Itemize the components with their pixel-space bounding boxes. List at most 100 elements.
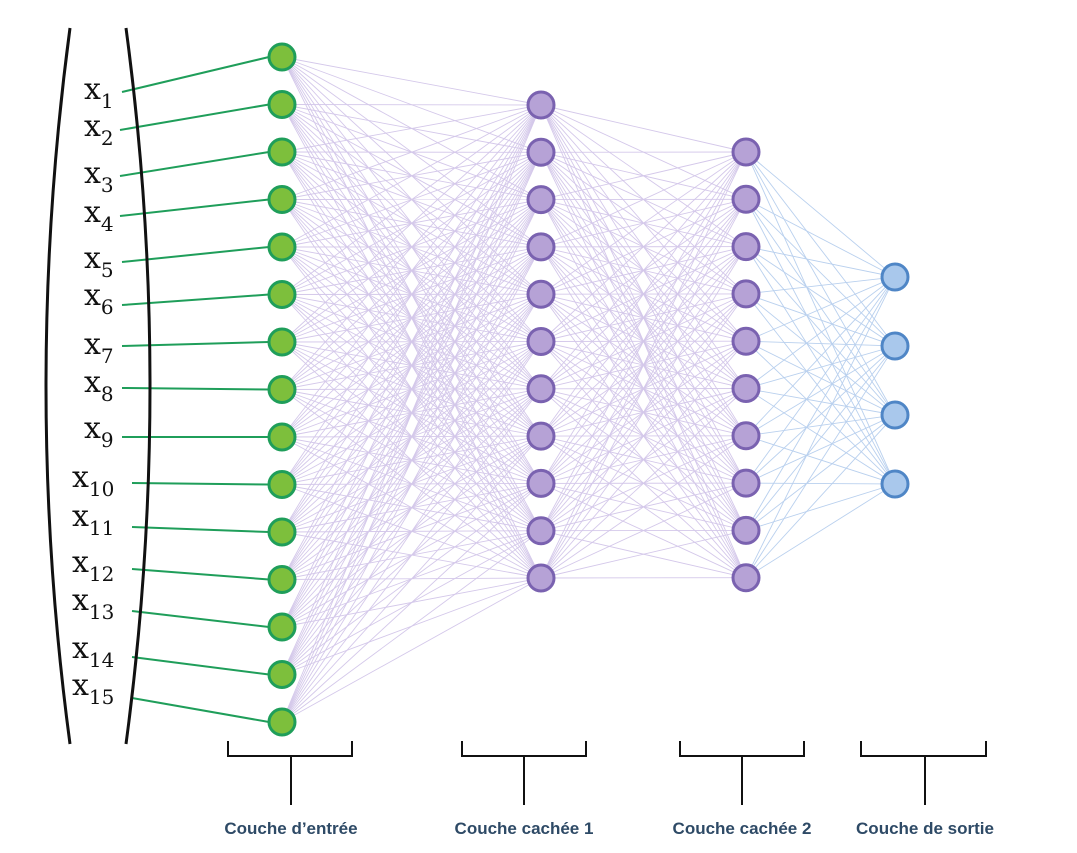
- connection-line: [745, 199, 896, 485]
- connection-line: [745, 276, 896, 437]
- connection-line: [281, 104, 542, 438]
- neuron: [880, 469, 910, 499]
- variable-base: x: [72, 545, 89, 580]
- connection-line: [281, 104, 542, 200]
- connection-line: [281, 483, 542, 723]
- connection-line: [540, 151, 747, 484]
- connection-line: [745, 435, 896, 485]
- connection-line: [281, 104, 542, 390]
- connection-line: [745, 293, 896, 416]
- connection-line: [745, 388, 896, 485]
- input-variable-label: x11: [72, 499, 114, 540]
- input-variable-label: x3: [84, 156, 114, 197]
- input-connectors: [119, 56, 270, 723]
- connection-line: [281, 577, 542, 723]
- neuron: [526, 232, 556, 262]
- connection-line: [745, 276, 896, 578]
- input-variable-label: x6: [84, 278, 114, 319]
- variable-subscript: 8: [101, 382, 114, 406]
- connection-line: [281, 104, 542, 248]
- connection-line: [745, 199, 896, 416]
- neuron: [880, 400, 910, 430]
- input-connector: [131, 568, 270, 581]
- connection-line: [281, 199, 542, 723]
- connection-line: [745, 293, 896, 347]
- neuron: [267, 470, 297, 499]
- variable-base: x: [72, 631, 89, 666]
- connection-line: [281, 104, 542, 295]
- connection-line: [281, 246, 542, 723]
- neuron: [731, 421, 761, 451]
- neuron: [731, 374, 761, 403]
- connection-line: [540, 199, 747, 579]
- neuron: [731, 279, 761, 309]
- connection-line: [745, 340, 896, 347]
- variable-base: x: [84, 278, 101, 313]
- connection-line: [745, 345, 896, 389]
- neuron: [526, 185, 556, 215]
- neuron: [267, 565, 297, 594]
- connection-line: [281, 104, 542, 343]
- connection-line: [745, 276, 896, 295]
- input-connector: [131, 610, 270, 628]
- input-connector: [131, 697, 270, 723]
- neurons: [267, 42, 910, 737]
- input-connector: [121, 56, 270, 93]
- input-connector: [121, 387, 270, 391]
- connection-line: [540, 151, 747, 201]
- connection-line: [540, 388, 747, 579]
- connection-line: [281, 104, 542, 153]
- variable-base: x: [72, 668, 89, 703]
- variable-subscript: 6: [101, 295, 114, 319]
- connection-line: [540, 151, 747, 248]
- neuron: [267, 517, 297, 547]
- neuron: [267, 375, 297, 404]
- variable-base: x: [72, 583, 89, 618]
- neuron: [267, 232, 297, 262]
- variable-subscript: 4: [101, 212, 114, 236]
- neuron: [267, 280, 297, 309]
- variable-base: x: [84, 156, 101, 191]
- neuron: [267, 612, 297, 642]
- connection-line: [745, 246, 896, 416]
- input-connector: [119, 103, 270, 131]
- connection-line: [281, 104, 542, 675]
- connection-line: [745, 340, 896, 485]
- neuron: [731, 468, 761, 498]
- connection-line: [540, 340, 747, 579]
- neuron: [731, 515, 761, 545]
- input-variable-label: x10: [72, 460, 114, 501]
- neuron: [267, 327, 297, 357]
- connection-line: [745, 151, 896, 347]
- neuron: [267, 185, 297, 214]
- neuron: [731, 563, 761, 593]
- neuron: [526, 374, 556, 404]
- variable-base: x: [72, 460, 89, 495]
- connection-line: [281, 104, 542, 580]
- connection-line: [540, 151, 747, 437]
- connection-line: [745, 276, 896, 484]
- input-variable-label: x9: [84, 411, 114, 452]
- connection-line: [745, 198, 896, 347]
- neuron: [880, 262, 910, 292]
- input-connector: [131, 656, 270, 676]
- neuron: [267, 707, 297, 737]
- connection-line: [745, 246, 896, 347]
- variable-subscript: 11: [89, 516, 114, 540]
- variable-base: x: [84, 365, 101, 400]
- connection-line: [745, 151, 896, 278]
- neuron: [526, 468, 556, 498]
- connection-line: [281, 56, 542, 106]
- neuron: [267, 660, 297, 689]
- layer-braces: [227, 741, 987, 805]
- variable-subscript: 1: [101, 89, 114, 113]
- variable-subscript: 9: [101, 428, 114, 452]
- variable-subscript: 5: [101, 258, 114, 282]
- input-connector: [119, 151, 270, 177]
- variable-subscript: 7: [101, 344, 114, 368]
- connection-line: [540, 151, 747, 579]
- layer-brace: [860, 741, 987, 805]
- layer-brace: [679, 741, 805, 805]
- connection-line: [745, 345, 896, 578]
